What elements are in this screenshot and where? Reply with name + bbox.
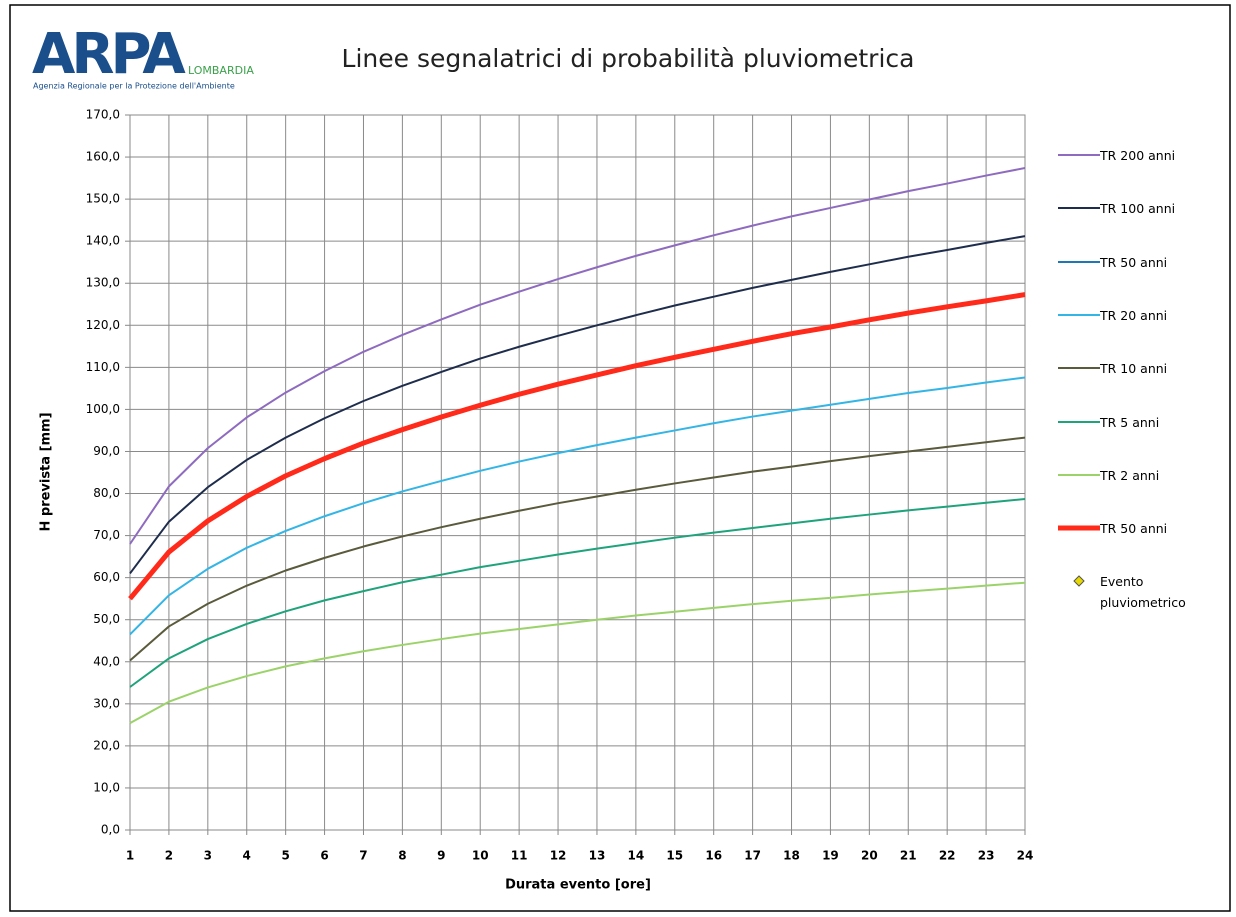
legend-symbol (1058, 414, 1100, 430)
y-axis-label: H prevista [mm] (39, 412, 54, 531)
x-tick-label: 20 (861, 849, 878, 863)
legend-line (1058, 207, 1100, 210)
x-tick-label: 16 (705, 849, 722, 863)
x-tick-label: 10 (472, 849, 489, 863)
x-tick-label: 11 (511, 849, 528, 863)
legend-line (1058, 154, 1100, 156)
logo-mark: ARPA (32, 22, 186, 87)
y-tick-label: 10,0 (93, 780, 120, 794)
x-tick-label: 23 (978, 849, 995, 863)
legend-item: TR 10 anni (1058, 360, 1228, 379)
legend-line (1058, 525, 1100, 531)
x-tick-label: 9 (437, 849, 445, 863)
logo-region: LOMBARDIA (188, 64, 254, 77)
legend-label: Evento pluviometrico (1100, 574, 1186, 611)
legend-label: TR 2 anni (1100, 467, 1160, 483)
legend-symbol (1058, 200, 1100, 216)
legend-diamond (1073, 575, 1085, 588)
y-tick-label: 0,0 (101, 823, 120, 837)
legend-item: TR 20 anni (1058, 307, 1228, 326)
legend-item: TR 200 anni (1058, 147, 1228, 166)
legend-symbol (1058, 147, 1100, 163)
y-tick-label: 90,0 (93, 444, 120, 458)
series-line (129, 235, 1026, 575)
legend-item: TR 5 anni (1058, 414, 1228, 433)
legend-label: TR 10 anni (1100, 361, 1168, 377)
legend-item: TR 50 anni (1058, 520, 1228, 539)
y-tick-label: 150,0 (86, 192, 120, 206)
x-tick-label: 24 (1017, 849, 1034, 863)
legend-marker (1073, 575, 1085, 588)
y-tick-label: 110,0 (86, 360, 120, 374)
plot-area (129, 114, 1026, 831)
legend-label: TR 50 anni (1100, 254, 1168, 270)
x-tick-label: 1 (126, 849, 134, 863)
chart-title: Linee segnalatrici di probabilità pluvio… (342, 44, 915, 73)
legend-label: TR 50 anni (1100, 521, 1168, 537)
y-tick-label: 60,0 (93, 570, 120, 584)
series-line (129, 167, 1026, 545)
y-tick-label: 20,0 (93, 738, 120, 752)
y-tick-label: 170,0 (86, 108, 120, 122)
legend-symbol (1058, 520, 1100, 536)
legend-item: TR 100 anni (1058, 200, 1228, 219)
legend-line (1058, 260, 1100, 263)
x-tick-label: 14 (628, 849, 645, 863)
x-tick-label: 13 (589, 849, 606, 863)
x-tick-label: 22 (939, 849, 956, 863)
y-tick-label: 70,0 (93, 528, 120, 542)
legend-item: Evento pluviometrico (1058, 573, 1228, 613)
legend-symbol (1058, 573, 1100, 589)
legend-line (1058, 473, 1100, 476)
legend-symbol (1058, 307, 1100, 323)
legend-item: TR 50 anni (1058, 254, 1228, 273)
legend-label: TR 5 anni (1100, 414, 1160, 430)
y-tick-label: 100,0 (86, 402, 120, 416)
x-tick-label: 19 (822, 849, 839, 863)
legend-symbol (1058, 360, 1100, 376)
legend-line (1058, 313, 1100, 316)
legend-line (1058, 420, 1100, 423)
x-tick-label: 18 (783, 849, 800, 863)
y-tick-label: 30,0 (93, 696, 120, 710)
y-tick-label: 160,0 (86, 150, 120, 164)
series-line (129, 498, 1026, 688)
legend-line (1058, 367, 1100, 370)
legend-label: TR 100 anni (1100, 201, 1176, 217)
y-tick-label: 120,0 (86, 318, 120, 332)
legend-symbol (1058, 254, 1100, 270)
x-tick-label: 5 (281, 849, 289, 863)
x-tick-label: 2 (165, 849, 173, 863)
legend-symbol (1058, 467, 1100, 483)
x-axis-label: Durata evento [ore] (505, 878, 651, 893)
x-tick-label: 12 (550, 849, 567, 863)
x-tick-label: 6 (320, 849, 328, 863)
series-line (129, 581, 1026, 725)
legend-label: TR 20 anni (1100, 307, 1168, 323)
y-tick-label: 130,0 (86, 276, 120, 290)
x-tick-label: 7 (359, 849, 367, 863)
logo-agency: Agenzia Regionale per la Protezione dell… (33, 82, 235, 91)
x-tick-label: 3 (204, 849, 212, 863)
x-tick-label: 15 (666, 849, 683, 863)
x-tick-label: 4 (243, 849, 251, 863)
y-tick-label: 140,0 (86, 234, 120, 248)
y-tick-label: 40,0 (93, 654, 120, 668)
x-tick-label: 8 (398, 849, 406, 863)
series-line (129, 436, 1026, 662)
series-line (129, 376, 1026, 636)
x-tick-label: 21 (900, 849, 917, 863)
legend-label: TR 200 anni (1100, 148, 1176, 163)
y-tick-label: 80,0 (93, 486, 120, 500)
x-tick-label: 17 (744, 849, 761, 863)
legend-item: TR 2 anni (1058, 467, 1228, 486)
frame (9, 4, 1231, 912)
y-tick-label: 50,0 (93, 612, 120, 626)
series-line (128, 292, 1026, 601)
